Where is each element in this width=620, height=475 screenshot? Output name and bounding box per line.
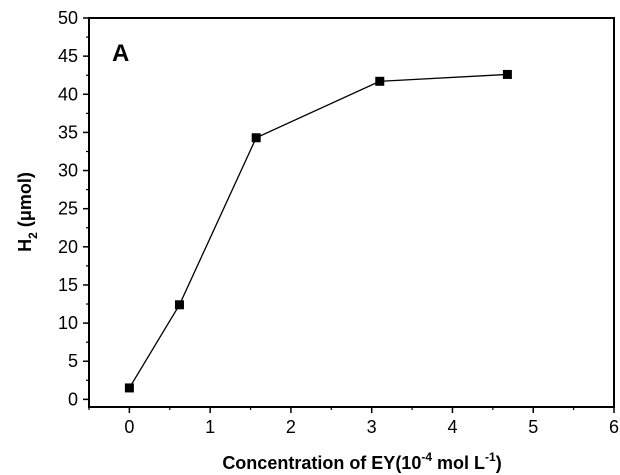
x-tick-label: 6 [609, 417, 619, 437]
x-axis-title-sup1: -4 [421, 450, 432, 464]
x-tick-label: 4 [447, 417, 457, 437]
y-axis-title-sub: 2 [26, 232, 40, 239]
y-tick-label: 0 [68, 389, 78, 409]
y-tick-label: 15 [58, 275, 78, 295]
y-tick-label: 50 [58, 8, 78, 28]
y-axis-title: H2 (μmol) [15, 172, 40, 252]
series-layer [124, 69, 512, 393]
y-tick-label: 5 [68, 351, 78, 371]
x-axis-title-mid: mol L [432, 453, 485, 473]
x-tick-label: 3 [367, 417, 377, 437]
x-tick-label: 2 [286, 417, 296, 437]
y-tick-label: 30 [58, 161, 78, 181]
x-axis-title-sup2: -1 [485, 450, 496, 464]
x-tick-label: 0 [124, 417, 134, 437]
x-axis-title-end: ) [496, 453, 502, 473]
data-point [375, 76, 385, 86]
y-tick-label: 20 [58, 237, 78, 257]
series-line [128, 73, 508, 389]
y-tick-label: 25 [58, 199, 78, 219]
axis-ticks [83, 17, 615, 413]
panel-label: A [112, 40, 129, 67]
y-axis-title-rest: (μmol) [15, 172, 35, 232]
y-tick-label: 45 [58, 46, 78, 66]
data-point [251, 133, 261, 143]
x-tick-label: 5 [528, 417, 538, 437]
x-axis-title: Concentration of EY(10-4 mol L-1) [222, 450, 501, 473]
y-tick-label: 35 [58, 122, 78, 142]
y-tick-label: 40 [58, 84, 78, 104]
data-point [502, 69, 512, 79]
y-tick-label: 10 [58, 313, 78, 333]
x-axis-title-main: Concentration of EY(10 [222, 453, 421, 473]
data-point [174, 300, 184, 310]
plot-frame [88, 17, 615, 408]
y-axis-title-main: H [15, 239, 35, 252]
x-tick-label: 1 [205, 417, 215, 437]
data-point [124, 383, 134, 393]
